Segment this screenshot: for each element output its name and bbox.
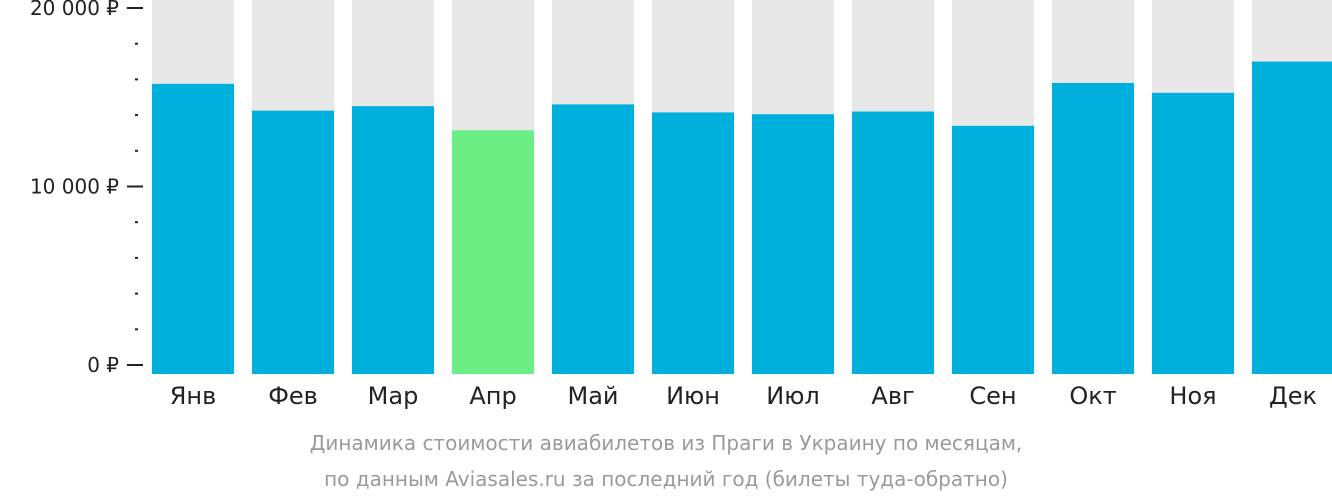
x-category-label: Янв bbox=[170, 382, 217, 410]
y-tick-label: 0 ₽ bbox=[87, 353, 119, 377]
x-category-label: Дек bbox=[1269, 382, 1317, 410]
bar-3 bbox=[352, 106, 434, 375]
bar-7 bbox=[752, 114, 834, 375]
x-category-label: Июн bbox=[666, 382, 720, 410]
bar-1 bbox=[152, 83, 234, 375]
price-bar-chart: 0 ₽ 10 000 ₽ 20 000 ₽ Янв Фев Мар Апр Май Июн Ию… bbox=[30, 0, 1332, 410]
bar-4 bbox=[452, 130, 534, 374]
x-category-label: Июл bbox=[766, 382, 820, 410]
bar-6 bbox=[652, 112, 734, 375]
x-category-label: Окт bbox=[1069, 382, 1116, 410]
bar-11 bbox=[1152, 92, 1234, 374]
x-category-label: Мар bbox=[368, 382, 419, 410]
x-category-label: Ноя bbox=[1169, 382, 1216, 410]
chart-caption-line-2: по данным Aviasales.ru за последний год … bbox=[324, 467, 1008, 491]
x-category-label: Авг bbox=[871, 382, 914, 410]
x-category-label: Май bbox=[567, 382, 618, 410]
x-category-label: Сен bbox=[969, 382, 1016, 410]
bar-9 bbox=[952, 125, 1034, 374]
bar-10 bbox=[1052, 82, 1134, 374]
y-tick-label: 10 000 ₽ bbox=[30, 175, 119, 199]
x-category-label: Апр bbox=[469, 382, 516, 410]
bar-12 bbox=[1252, 61, 1332, 375]
x-axis-labels: Янв Фев Мар Апр Май Июн Июл Авг Сен Окт Ноя Дек bbox=[170, 382, 1317, 410]
y-axis: 0 ₽ 10 000 ₽ 20 000 ₽ bbox=[30, 0, 143, 377]
bar-5 bbox=[552, 104, 634, 374]
bars bbox=[152, 0, 1332, 375]
x-category-label: Фев bbox=[268, 382, 318, 410]
y-tick-label: 20 000 ₽ bbox=[30, 0, 119, 20]
bar-8 bbox=[852, 111, 934, 374]
bar-2 bbox=[252, 110, 334, 374]
chart-caption-line-1: Динамика стоимости авиабилетов из Праги … bbox=[309, 431, 1023, 455]
